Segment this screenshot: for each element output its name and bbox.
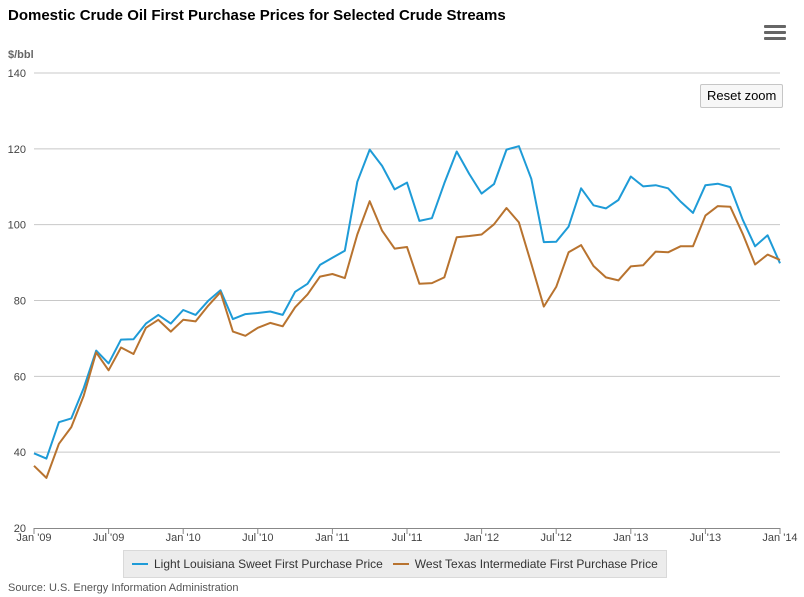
x-tick-label: Jan '13 [613,532,648,544]
legend-item-lls[interactable]: Light Louisiana Sweet First Purchase Pri… [132,557,383,571]
legend-label-lls: Light Louisiana Sweet First Purchase Pri… [154,557,383,571]
legend-label-wti: West Texas Intermediate First Purchase P… [414,557,658,571]
series-line-wti[interactable] [33,200,781,479]
x-tick-label: Jan '11 [315,532,349,544]
source-note: Source: U.S. Energy Information Administ… [8,582,239,594]
x-tick-label: Jan '09 [16,532,51,544]
x-tick-label: Jul '10 [242,532,273,544]
y-tick-label: 100 [8,220,26,232]
legend-swatch-wti [392,563,409,565]
y-axis-ticks: 20 40 60 80 100 120 140 [8,68,26,535]
y-tick-label: 60 [14,371,26,383]
reset-zoom-button[interactable]: Reset zoom [700,84,784,108]
x-axis: Jan '09 Jul '09 Jan '10 Jul '10 Jan '11 Jul '… [16,528,798,544]
legend-item-wti[interactable]: West Texas Intermediate First Purchase P… [392,557,658,571]
x-tick-label: Jan '10 [166,532,201,544]
legend-swatch-lls [132,563,148,565]
gridlines [34,72,780,453]
y-axis-label: $/bbl [8,49,34,61]
legend: Light Louisiana Sweet First Purchase Pri… [123,550,667,578]
x-tick-label: Jul '11 [392,532,423,544]
series-group [33,145,781,479]
menu-bar [764,25,786,28]
x-tick-label: Jan '12 [464,532,499,544]
x-tick-label: Jan '14 [762,532,797,544]
y-tick-label: 40 [14,447,26,459]
hamburger-menu-icon[interactable] [764,25,786,43]
y-tick-label: 120 [8,144,26,156]
chart-title: Domestic Crude Oil First Purchase Prices… [8,7,506,24]
series-line-lls[interactable] [33,145,781,460]
menu-bar [764,37,786,40]
x-tick-label: Jul '12 [540,532,571,544]
y-tick-label: 140 [8,68,26,80]
y-tick-label: 80 [14,296,26,308]
menu-bar [764,31,786,34]
x-tick-label: Jul '13 [690,532,721,544]
x-tick-label: Jul '09 [93,532,124,544]
y-tick-label: 20 [14,523,26,535]
